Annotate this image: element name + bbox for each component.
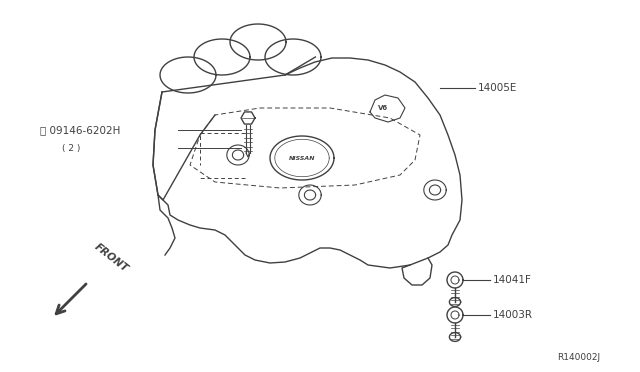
- Text: 14005E: 14005E: [478, 83, 517, 93]
- Text: R140002J: R140002J: [557, 353, 600, 362]
- Text: 14003R: 14003R: [493, 310, 533, 320]
- Text: FRONT: FRONT: [93, 242, 131, 274]
- Text: V6: V6: [378, 105, 388, 111]
- Text: NISSAN: NISSAN: [289, 155, 316, 160]
- Text: 14041F: 14041F: [493, 275, 532, 285]
- Text: Ⓑ 09146-6202H: Ⓑ 09146-6202H: [40, 125, 120, 135]
- Text: ( 2 ): ( 2 ): [62, 144, 81, 153]
